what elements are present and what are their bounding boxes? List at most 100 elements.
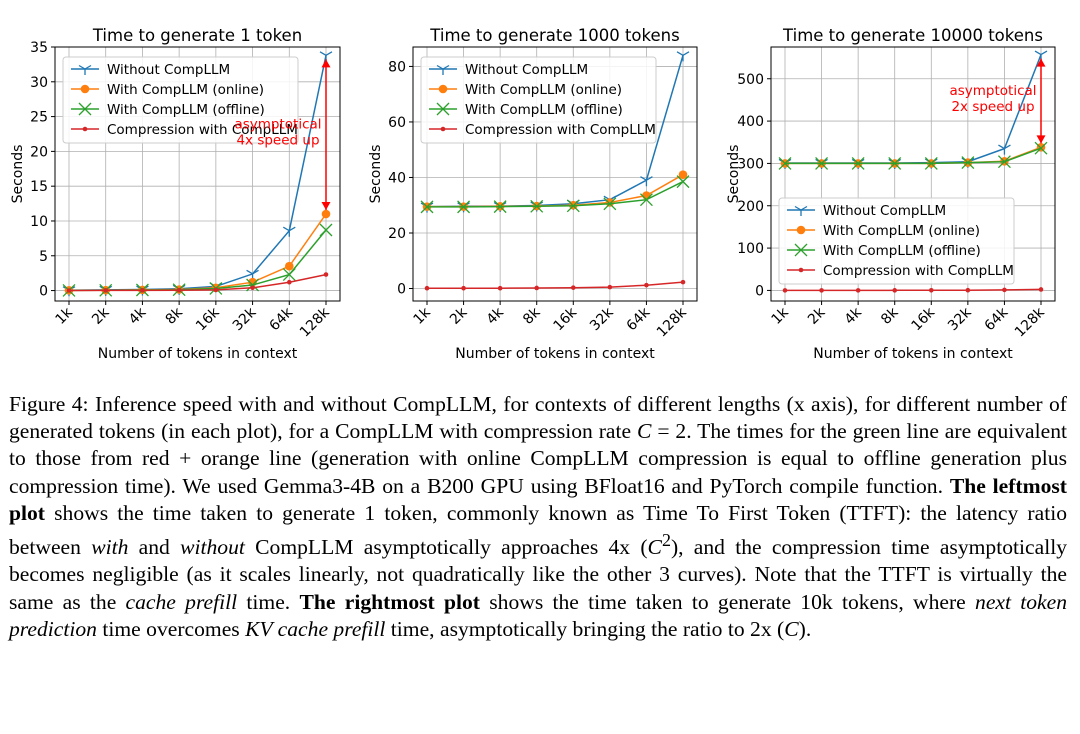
data-point: [286, 279, 292, 285]
caption-text-5: CompLLM asymptotically approaches 4x (: [244, 535, 648, 560]
legend-marker: [436, 102, 450, 116]
caption-math-c: C: [637, 419, 652, 444]
caption-italic-next-token: next token prediction: [9, 589, 1068, 641]
y-tick-label: 0: [397, 282, 406, 298]
data-point: [607, 284, 613, 290]
data-point: [570, 285, 576, 290]
x-tick-label: 128k: [297, 304, 334, 341]
data-point: [282, 268, 296, 282]
x-tick-label: 64k: [266, 304, 296, 334]
data-point: [420, 200, 434, 214]
x-tick-label: 1k: [52, 304, 76, 328]
chart-title: Time to generate 1000 tokens: [429, 26, 679, 45]
caption-italic-with: with: [91, 535, 129, 560]
legend-marker: [794, 205, 808, 216]
x-tick-label: 16k: [908, 304, 938, 334]
data-point: [319, 223, 333, 237]
annotation-text: 4x speed up: [236, 133, 319, 149]
data-point: [1038, 287, 1044, 292]
caption-text-3: shows the time taken to generate 1 token…: [9, 500, 1067, 560]
x-axis-label: Number of tokens in context: [98, 346, 298, 362]
x-tick-label: 16k: [193, 304, 223, 334]
y-tick-label: 100: [737, 241, 764, 257]
legend-label: Without CompLLM: [107, 62, 230, 78]
data-point: [530, 199, 544, 213]
caption-text-9: time overcomes: [96, 616, 246, 641]
x-tick-label: 32k: [230, 304, 260, 334]
y-tick-label: 0: [755, 283, 764, 299]
data-point: [855, 288, 861, 293]
y-tick-label: 5: [39, 249, 48, 265]
series-line: [68, 273, 327, 292]
data-point: [928, 287, 934, 293]
annotation-text: asymptotical: [949, 83, 1036, 99]
data-point: [103, 288, 109, 293]
data-point: [815, 156, 829, 170]
series-line: [68, 213, 327, 292]
annotation-text: 2x speed up: [951, 99, 1034, 115]
y-tick-label: 80: [388, 59, 406, 75]
data-point: [140, 288, 145, 293]
legend-label: With CompLLM (online): [107, 82, 264, 98]
x-tick-label: 1k: [410, 304, 434, 328]
legend-marker: [436, 64, 450, 75]
x-tick-label: 8k: [520, 304, 544, 328]
y-tick-label: 0: [39, 284, 48, 300]
chart-title: Time to generate 10000 tokens: [782, 26, 1043, 45]
data-point: [213, 287, 219, 293]
caption-text-1: Inference speed with and without CompLLM…: [9, 392, 1067, 444]
data-point: [888, 156, 902, 170]
caption-text-11: ).: [798, 616, 812, 641]
caption-text-2: The times for the green line are equival…: [9, 419, 1068, 498]
y-tick-label: 200: [737, 199, 764, 215]
data-point: [778, 156, 792, 170]
legend-label: Compression with CompLLM: [823, 263, 1014, 279]
x-tick-label: 4k: [842, 304, 866, 328]
plot-frame: [412, 46, 698, 302]
caption-math-c3: C: [784, 616, 799, 641]
legend-marker: [440, 126, 446, 132]
y-tick-label: 500: [737, 72, 764, 88]
data-point: [639, 193, 653, 207]
x-tick-label: 32k: [945, 304, 975, 334]
data-point: [819, 288, 824, 293]
caption-text-6: ), and the compression time asymptotical…: [9, 535, 1067, 614]
caption-bold-leftmost: The leftmost plot: [9, 473, 1067, 525]
x-axis-label: Number of tokens in context: [813, 346, 1013, 362]
x-tick-label: 8k: [878, 304, 902, 328]
caption-text-4: and: [128, 535, 181, 560]
data-point: [644, 282, 649, 288]
data-point: [246, 278, 260, 292]
x-tick-label: 4k: [126, 304, 150, 328]
data-point: [534, 285, 540, 291]
y-tick-label: 20: [30, 144, 48, 160]
y-tick-label: 60: [388, 115, 406, 131]
legend-marker: [438, 84, 448, 94]
data-point: [961, 156, 975, 170]
annotation-text: asymptotical: [234, 117, 321, 133]
data-point: [965, 287, 971, 293]
legend-label: Without CompLLM: [823, 203, 946, 219]
data-point: [782, 288, 788, 293]
x-tick-label: 16k: [550, 304, 580, 334]
annotation-arrowhead-up: [321, 59, 331, 68]
data-point: [457, 200, 471, 214]
plot-frame: [54, 46, 341, 302]
x-tick-label: 32k: [587, 304, 617, 334]
x-tick-label: 64k: [624, 304, 654, 334]
legend-box: [62, 56, 299, 144]
x-tick-label: 8k: [163, 304, 187, 328]
data-point: [997, 155, 1011, 169]
annotation-arrowhead-down: [1036, 135, 1046, 144]
legend-box: [778, 197, 1015, 285]
caption-text-7: time.: [237, 589, 300, 614]
data-point: [461, 285, 466, 291]
data-point: [1034, 141, 1048, 155]
x-tick-label: 2k: [805, 304, 829, 328]
x-tick-label: 128k: [1012, 304, 1049, 341]
data-point: [66, 288, 72, 293]
data-point: [282, 226, 296, 237]
caption-italic-cache-prefill: cache prefill: [125, 589, 238, 614]
data-point: [851, 156, 865, 170]
legend-marker: [798, 267, 804, 273]
